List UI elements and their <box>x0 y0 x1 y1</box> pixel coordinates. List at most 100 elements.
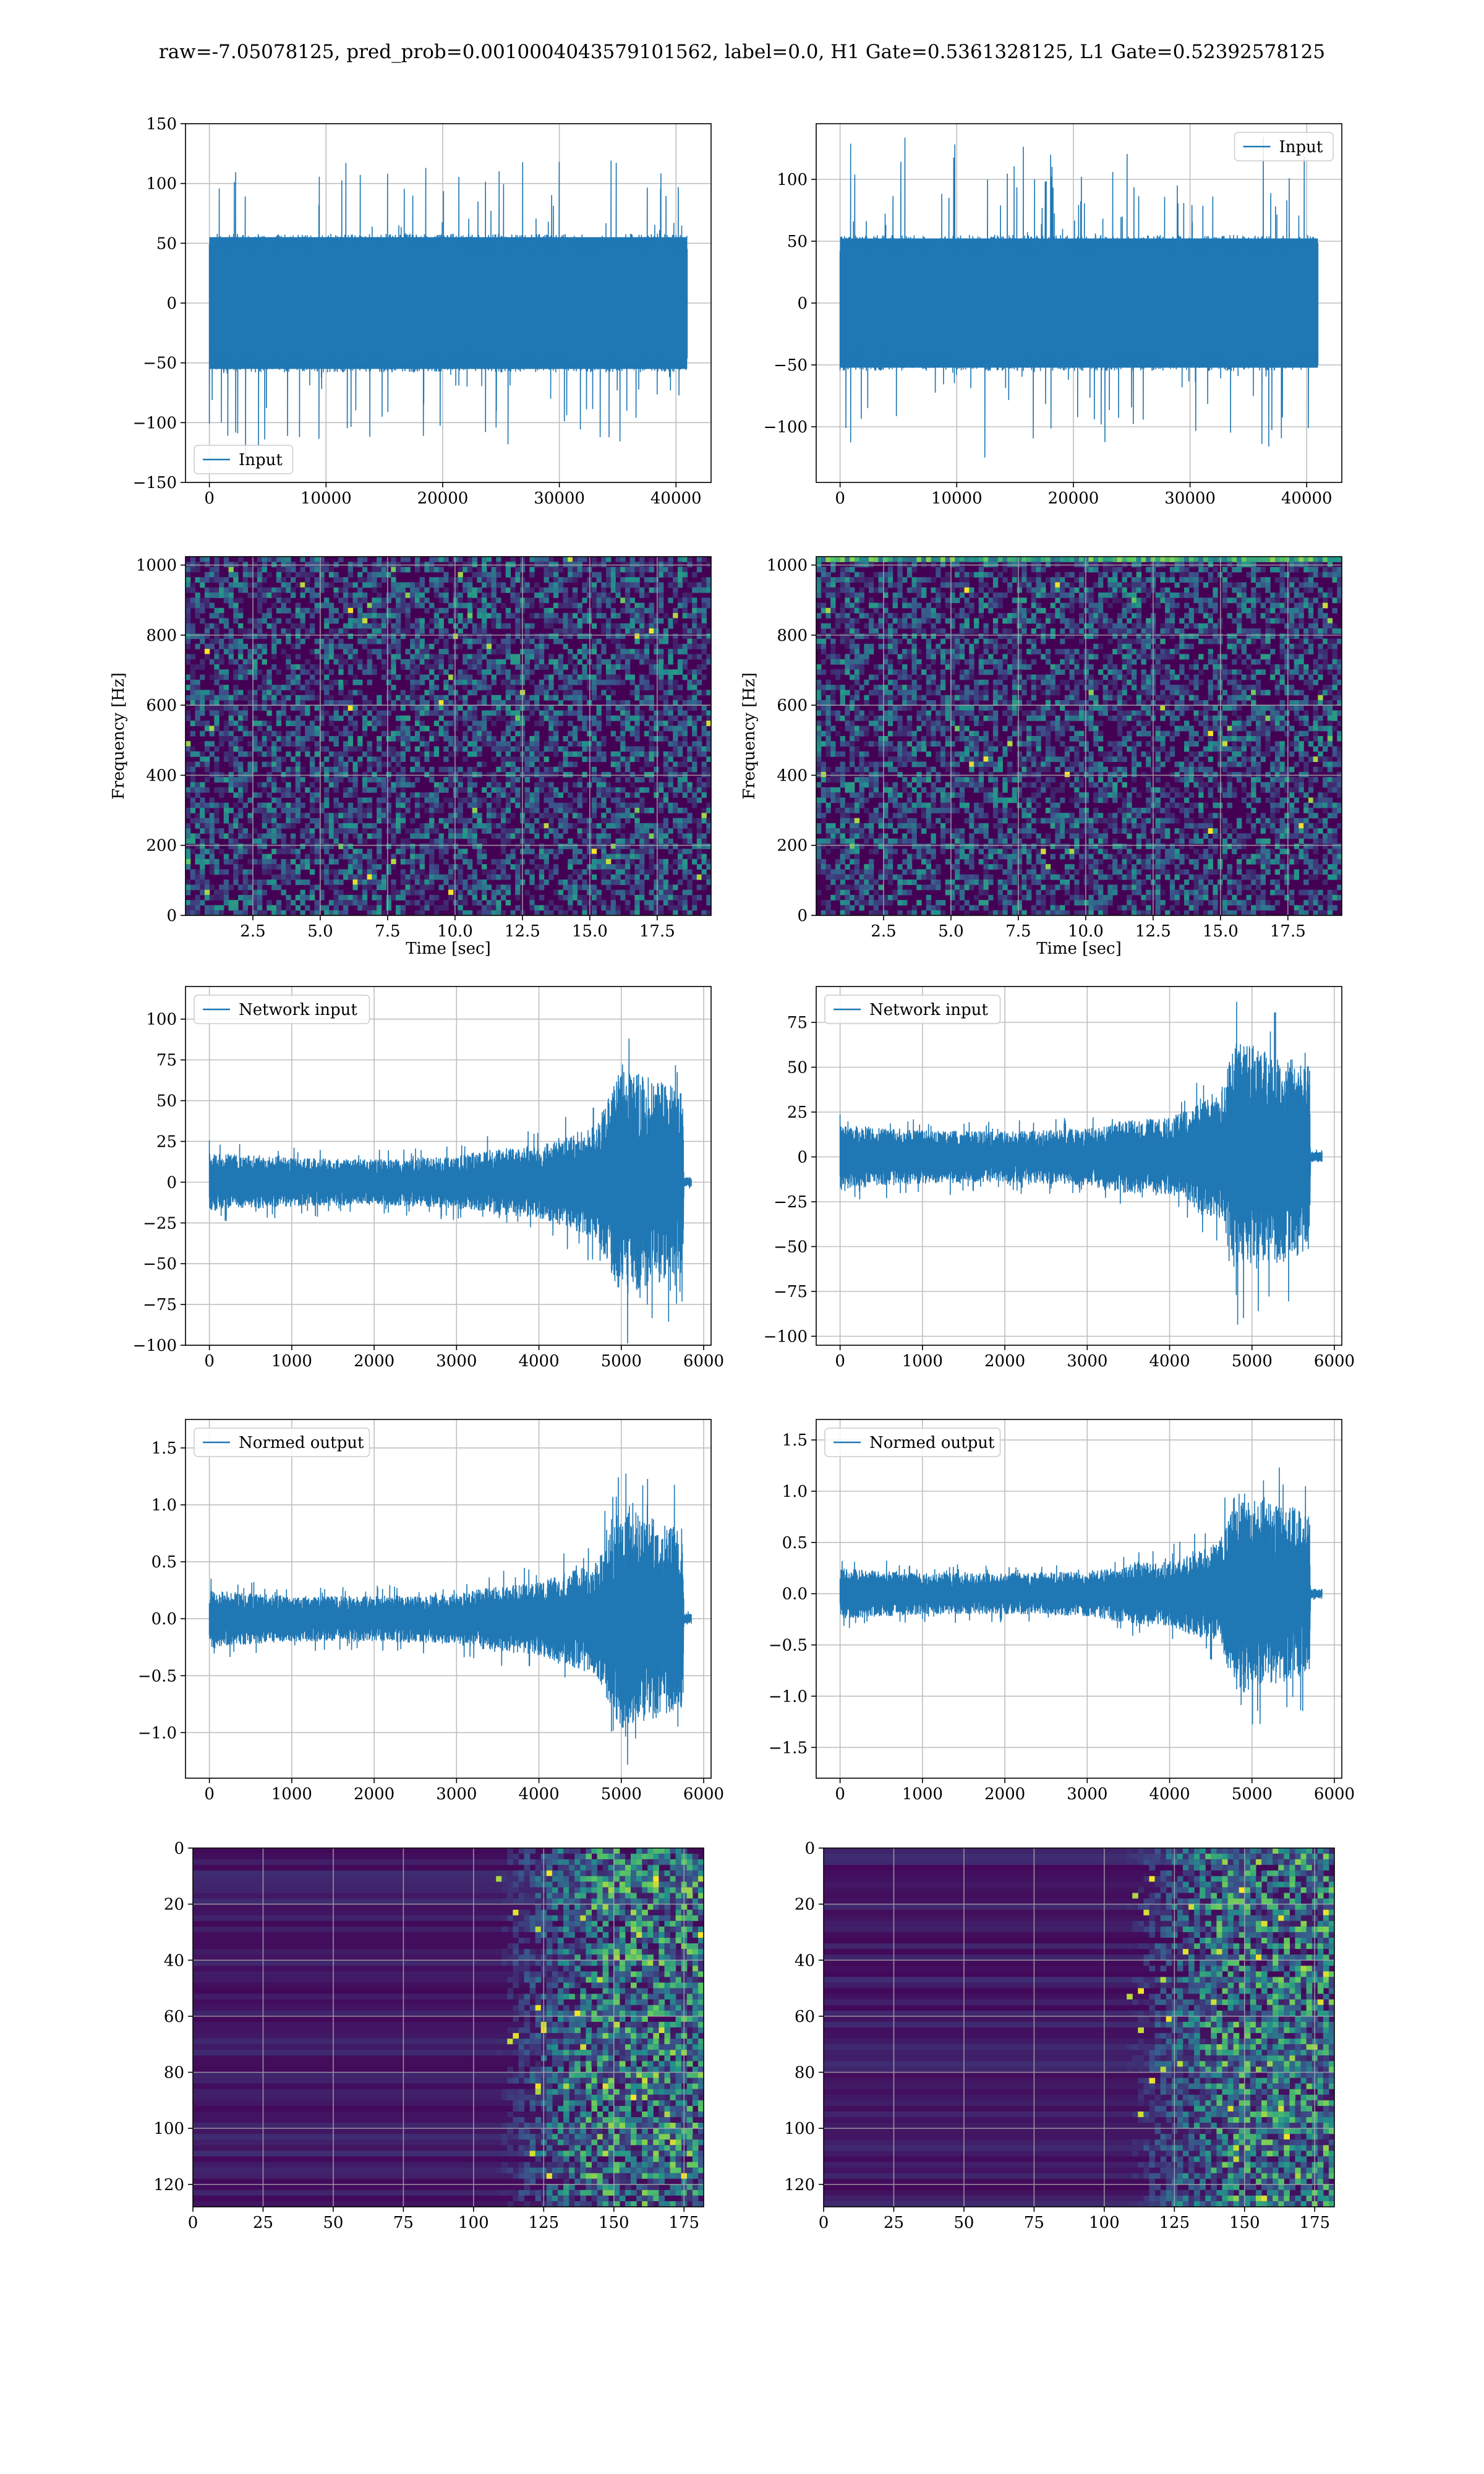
heatmap-cell <box>443 649 449 655</box>
heatmap-cell <box>615 623 621 629</box>
heatmap-cell <box>357 741 363 747</box>
heatmap-cell <box>601 797 607 803</box>
heatmap-cell <box>496 567 501 573</box>
heatmap-cell <box>377 700 382 706</box>
heatmap-cell <box>654 715 659 721</box>
heatmap-cell <box>486 730 492 737</box>
heatmap-cell <box>262 567 267 573</box>
heatmap-cell <box>701 751 707 757</box>
heatmap-cell <box>352 813 358 819</box>
heatmap-cell <box>209 849 215 855</box>
heatmap-cell <box>654 582 659 588</box>
heatmap-cell <box>629 838 635 844</box>
heatmap-cell <box>204 894 210 901</box>
heatmap-cell <box>969 571 974 578</box>
heatmap-cell <box>477 838 482 844</box>
heatmap-cell <box>271 685 277 691</box>
heatmap-cell <box>634 828 640 834</box>
heatmap-cell <box>472 813 477 819</box>
heatmap-cell <box>472 828 477 834</box>
heatmap-cell <box>615 587 621 593</box>
heatmap-cell <box>553 695 559 701</box>
heatmap-cell <box>673 905 678 911</box>
heatmap-cell <box>467 664 473 670</box>
heatmap-cell <box>257 593 263 598</box>
heatmap-cell <box>482 730 487 737</box>
heatmap-cell <box>467 582 473 588</box>
heatmap-cell <box>410 623 416 629</box>
h1-input-legend: Input <box>194 445 294 474</box>
heatmap-cell <box>190 628 196 634</box>
heatmap-cell <box>467 607 473 614</box>
heatmap-cell <box>1227 562 1232 568</box>
heatmap-cell <box>1136 567 1142 573</box>
heatmap-cell <box>482 602 487 609</box>
heatmap-cell <box>257 582 263 588</box>
heatmap-cell <box>701 808 707 813</box>
heatmap-cell <box>195 613 200 619</box>
heatmap-cell <box>486 910 492 915</box>
heatmap-cell <box>544 674 549 680</box>
heatmap-cell <box>620 597 626 604</box>
heatmap-cell <box>453 690 459 696</box>
heatmap-cell <box>654 628 659 634</box>
heatmap-cell <box>309 858 315 865</box>
heatmap-cell <box>1102 567 1108 573</box>
heatmap-cell <box>228 900 234 906</box>
heatmap-cell <box>190 746 196 752</box>
heatmap-cell <box>572 854 578 860</box>
heatmap-cell <box>209 772 215 777</box>
heatmap-cell <box>577 690 582 696</box>
heatmap-cell <box>362 828 368 834</box>
heatmap-cell <box>247 813 253 819</box>
heatmap-cell <box>281 736 286 742</box>
heatmap-cell <box>572 849 578 855</box>
heatmap-cell <box>453 844 459 849</box>
heatmap-cell <box>486 633 492 640</box>
heatmap-cell <box>386 649 391 655</box>
heatmap-cell <box>305 628 310 634</box>
heatmap-cell <box>477 669 482 675</box>
heatmap-cell <box>314 910 320 915</box>
heatmap-cell <box>219 710 224 716</box>
heatmap-cell <box>419 597 425 604</box>
heatmap-cell <box>668 582 673 588</box>
heatmap-cell <box>529 623 535 629</box>
heatmap-cell <box>696 894 702 901</box>
heatmap-cell <box>291 593 296 598</box>
heatmap-cell <box>291 674 296 680</box>
heatmap-cell <box>1102 562 1108 568</box>
heatmap-cell <box>677 567 683 573</box>
heatmap-cell <box>644 695 650 701</box>
heatmap-cell <box>429 864 435 870</box>
heatmap-cell <box>472 802 477 808</box>
heatmap-cell <box>510 679 516 685</box>
heatmap-cell <box>692 571 697 578</box>
heatmap-cell <box>391 766 396 773</box>
heatmap-cell <box>367 710 372 716</box>
heatmap-cell <box>615 643 621 649</box>
heatmap-cell <box>262 761 267 768</box>
heatmap-cell <box>677 828 683 834</box>
heatmap-cell <box>276 638 282 644</box>
heatmap-cell <box>673 633 678 640</box>
heatmap-cell <box>238 643 244 649</box>
heatmap-cell <box>515 874 521 880</box>
heatmap-cell <box>534 593 540 598</box>
heatmap-cell <box>673 751 678 757</box>
heatmap-cell <box>433 659 440 665</box>
heatmap-cell <box>548 659 554 665</box>
heatmap-cell <box>1279 577 1285 583</box>
heatmap-cell <box>634 802 640 808</box>
heatmap-cell <box>352 772 358 777</box>
heatmap-cell <box>677 808 683 813</box>
heatmap-cell <box>701 557 707 562</box>
heatmap-cell <box>477 818 482 824</box>
heatmap-cell <box>615 567 621 573</box>
heatmap-cell <box>706 874 711 880</box>
heatmap-cell <box>486 874 492 880</box>
heatmap-cell <box>663 562 669 568</box>
heatmap-cell <box>448 690 454 696</box>
heatmap-cell <box>443 858 449 865</box>
heatmap-cell <box>214 910 220 915</box>
